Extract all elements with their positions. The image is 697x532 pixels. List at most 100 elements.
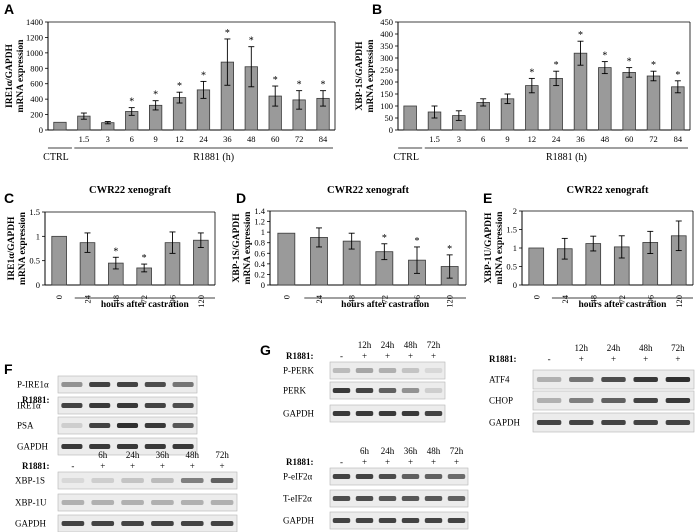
significance-star: *: [578, 30, 583, 41]
bar: [549, 78, 563, 131]
band: [172, 444, 194, 449]
band: [536, 377, 562, 382]
row-label: P-IRE1α: [17, 380, 49, 390]
lane-sign: -: [548, 354, 551, 364]
band: [424, 411, 443, 416]
x-tick-label: 24: [314, 294, 324, 303]
band: [210, 478, 234, 483]
lane-time-label: 72h: [215, 450, 229, 460]
x-tick-label: 36: [223, 134, 232, 144]
significance-star: *: [447, 244, 452, 255]
lane-sign: +: [579, 354, 584, 364]
bar: [51, 235, 67, 286]
band: [61, 444, 83, 449]
lane-sign: +: [385, 351, 390, 361]
treatment-label: R1881:: [286, 351, 314, 361]
x-tick-label: 3: [457, 134, 461, 144]
y-tick-label: 1: [513, 243, 517, 253]
x-tick-label: 24: [199, 134, 208, 144]
y-tick-label: 200: [380, 77, 393, 87]
treatment-label: R1881:: [22, 395, 50, 405]
band: [569, 377, 594, 382]
bar: [403, 105, 417, 131]
band: [89, 382, 111, 387]
y-tick-label: 0: [261, 280, 265, 290]
band: [210, 500, 234, 505]
significance-star: *: [153, 90, 158, 101]
significance-star: *: [651, 60, 656, 71]
blot-f-bottom: 6h 24h 36h 48h 72h R1881: - + + + + + XBP-1S XBP-1U GA…: [15, 450, 238, 532]
x-tick-label: 6: [130, 134, 134, 144]
x-tick-label: 96: [412, 295, 422, 304]
x-tick-label: 0: [281, 295, 291, 299]
significance-star: *: [554, 60, 559, 71]
band: [180, 521, 204, 526]
y-tick-label: 0.5: [29, 256, 40, 266]
band: [61, 500, 85, 505]
y-tick-label: 0: [389, 125, 393, 135]
band: [61, 382, 83, 387]
x-tick-label: 120: [445, 295, 455, 308]
y-tick-label: 800: [30, 63, 43, 73]
y-tick-label: 0.4: [254, 259, 265, 269]
bar: [598, 67, 612, 131]
lane-sign: +: [431, 351, 436, 361]
blot-g-right: 12h 24h 48h 72h R1881: - + + + + ATF4 CHOP GAPDH: [489, 343, 695, 433]
y-tick-label: 1.2: [254, 217, 265, 227]
band: [355, 496, 374, 501]
lane-sign: +: [160, 461, 165, 471]
row-label: GAPDH: [489, 418, 521, 428]
x-axis-label: hours after castration: [101, 300, 190, 310]
blot-strip: [57, 493, 238, 512]
x-tick-label: 9: [154, 134, 158, 144]
significance-star: *: [529, 67, 534, 78]
band: [355, 388, 374, 393]
x-tick-label: 72: [649, 134, 658, 144]
band: [424, 368, 443, 373]
band: [210, 521, 234, 526]
bar: [622, 72, 636, 131]
row-label: XBP-1U: [15, 498, 47, 508]
x-tick-label: 120: [196, 295, 206, 308]
y-tick-label: 1.5: [506, 225, 517, 235]
lane-sign: +: [431, 457, 436, 467]
y-tick-label: 200: [30, 110, 43, 120]
x-tick-label: 48: [601, 134, 610, 144]
band: [424, 518, 443, 523]
lane-sign: +: [675, 354, 680, 364]
y-axis-label: IRE1α/GAPDH: [5, 43, 15, 107]
y-tick-label: 0: [36, 280, 40, 290]
band: [151, 500, 174, 505]
band: [180, 478, 204, 483]
band: [447, 496, 466, 501]
band: [424, 388, 443, 393]
band: [172, 382, 194, 387]
row-label: PERK: [283, 386, 307, 396]
panel-letter: B: [372, 1, 382, 17]
x-tick-label: 24: [83, 294, 93, 303]
lane-time-label: 72h: [427, 340, 441, 350]
lane-time-label: 24h: [126, 450, 140, 460]
band: [121, 500, 144, 505]
blot-strip: [57, 471, 238, 490]
band: [116, 423, 139, 428]
chart-panel-b: B XBP-1S/GAPDH mRNA expression 0 50 100 150 200…: [355, 1, 691, 163]
chart-title: CWR22 xenograft: [89, 185, 171, 196]
x-tick-label: 96: [645, 295, 655, 304]
significance-star: *: [627, 57, 632, 68]
band: [378, 411, 397, 416]
band: [424, 496, 443, 501]
lane-sign: +: [100, 461, 105, 471]
blot-strip: [57, 514, 238, 532]
row-label: P-PERK: [283, 366, 315, 376]
y-axis-label: mRNA expression: [16, 39, 26, 113]
band: [144, 444, 166, 449]
y-axis-label: mRNA expression: [366, 39, 376, 113]
lane-time-label: 72h: [671, 343, 685, 353]
blot-strip: [329, 511, 469, 530]
lane-time-label: 36h: [404, 446, 418, 456]
y-tick-label: 1400: [26, 17, 43, 27]
row-label: PSA: [17, 421, 34, 431]
lane-sign: +: [611, 354, 616, 364]
lane-time-label: 48h: [404, 340, 418, 350]
